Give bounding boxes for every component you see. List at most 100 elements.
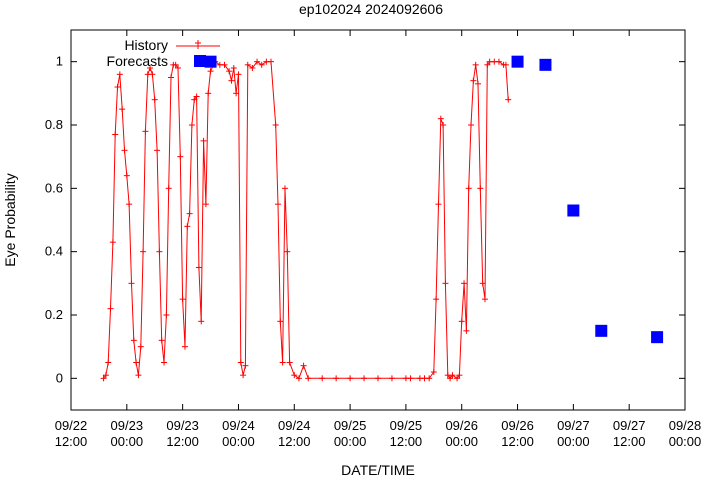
x-tick-time: 00:00 xyxy=(669,434,702,449)
history-point xyxy=(479,280,486,287)
history-point xyxy=(347,375,354,382)
history-point xyxy=(116,71,123,78)
x-tick-time: 12:00 xyxy=(501,434,534,449)
history-point xyxy=(205,90,212,97)
history-point xyxy=(200,137,207,144)
history-point xyxy=(449,372,456,379)
plot-frame xyxy=(70,29,686,411)
history-point xyxy=(142,128,149,135)
history-point xyxy=(295,375,302,382)
forecast-point xyxy=(651,331,664,344)
history-point xyxy=(137,343,144,350)
history-point xyxy=(274,201,281,208)
history-point xyxy=(184,223,191,230)
history-point xyxy=(472,61,479,68)
history-point xyxy=(258,61,265,68)
history-point xyxy=(454,375,461,382)
x-tick-date: 09/28 xyxy=(669,418,702,433)
legend-swatch-history xyxy=(176,40,220,49)
history-point xyxy=(361,375,368,382)
history-point xyxy=(461,280,468,287)
x-tick-time: 00:00 xyxy=(557,434,590,449)
history-point xyxy=(433,296,440,303)
history-point xyxy=(468,122,475,128)
history-point xyxy=(430,369,437,375)
history-point xyxy=(495,58,502,65)
x-tick-time: 12:00 xyxy=(613,434,646,449)
history-point xyxy=(114,84,121,90)
history-point xyxy=(502,61,509,68)
x-tick-time: 12:00 xyxy=(166,434,199,449)
history-point xyxy=(102,372,109,379)
history-point xyxy=(235,71,242,78)
x-tick-date: 09/26 xyxy=(501,418,534,433)
legend-label-history: History xyxy=(124,37,168,53)
x-tick-time: 00:00 xyxy=(111,434,144,449)
history-point xyxy=(281,185,288,192)
history-point xyxy=(272,122,279,128)
history-point xyxy=(186,210,193,217)
history-point xyxy=(458,318,465,325)
y-tick-label: 0.4 xyxy=(45,244,63,259)
history-point xyxy=(163,312,170,318)
history-point xyxy=(237,359,244,366)
history-point xyxy=(440,122,447,128)
history-point xyxy=(109,239,116,246)
history-point xyxy=(156,248,163,255)
forecast-point xyxy=(595,324,608,337)
history-point xyxy=(191,96,198,103)
history-point xyxy=(195,264,202,271)
history-point xyxy=(107,305,114,312)
history-point xyxy=(291,372,298,379)
history-point xyxy=(477,185,484,192)
history-point xyxy=(319,375,326,382)
x-tick-date: 09/27 xyxy=(557,418,590,433)
x-tick-date: 09/25 xyxy=(334,418,367,433)
history-point xyxy=(165,185,172,192)
history-point xyxy=(481,296,488,303)
y-tick-label: 0.6 xyxy=(45,180,63,195)
history-point xyxy=(277,318,284,325)
y-tick-label: 0.8 xyxy=(45,117,63,132)
legend-swatch-forecasts xyxy=(194,55,206,67)
history-point xyxy=(249,65,256,71)
x-tick-time: 00:00 xyxy=(222,434,255,449)
history-point xyxy=(179,296,186,303)
history-point xyxy=(279,359,286,366)
x-tick-date: 09/25 xyxy=(390,418,423,433)
history-point xyxy=(181,343,188,350)
history-point xyxy=(242,362,249,369)
history-point xyxy=(177,153,184,160)
forecast-point xyxy=(204,55,217,68)
chart-title: ep102024 2024092606 xyxy=(299,1,443,17)
x-tick-date: 09/24 xyxy=(278,418,311,433)
x-axis-title: DATE/TIME xyxy=(341,462,415,478)
history-point xyxy=(207,68,214,75)
history-point xyxy=(174,65,181,71)
history-point xyxy=(198,318,205,325)
history-point xyxy=(240,372,247,379)
history-point xyxy=(168,74,175,81)
history-point xyxy=(437,115,444,122)
x-tick-time: 00:00 xyxy=(334,434,367,449)
history-point xyxy=(463,327,470,334)
history-point xyxy=(147,65,154,71)
y-axis-title: Eye Probability xyxy=(2,173,18,266)
x-tick-time: 12:00 xyxy=(55,434,88,449)
x-tick-date: 09/27 xyxy=(613,418,646,433)
history-point xyxy=(126,201,133,208)
history-point xyxy=(505,96,512,103)
x-tick-time: 12:00 xyxy=(278,434,311,449)
history-point xyxy=(202,201,209,208)
history-point xyxy=(151,96,158,103)
x-tick-date: 09/26 xyxy=(445,418,478,433)
history-point xyxy=(112,131,119,138)
history-point xyxy=(254,58,261,65)
history-point xyxy=(426,375,433,382)
history-point xyxy=(435,201,442,208)
forecast-point xyxy=(511,55,524,68)
history-point xyxy=(456,372,463,379)
history-point xyxy=(172,61,179,68)
history-point xyxy=(135,372,142,379)
